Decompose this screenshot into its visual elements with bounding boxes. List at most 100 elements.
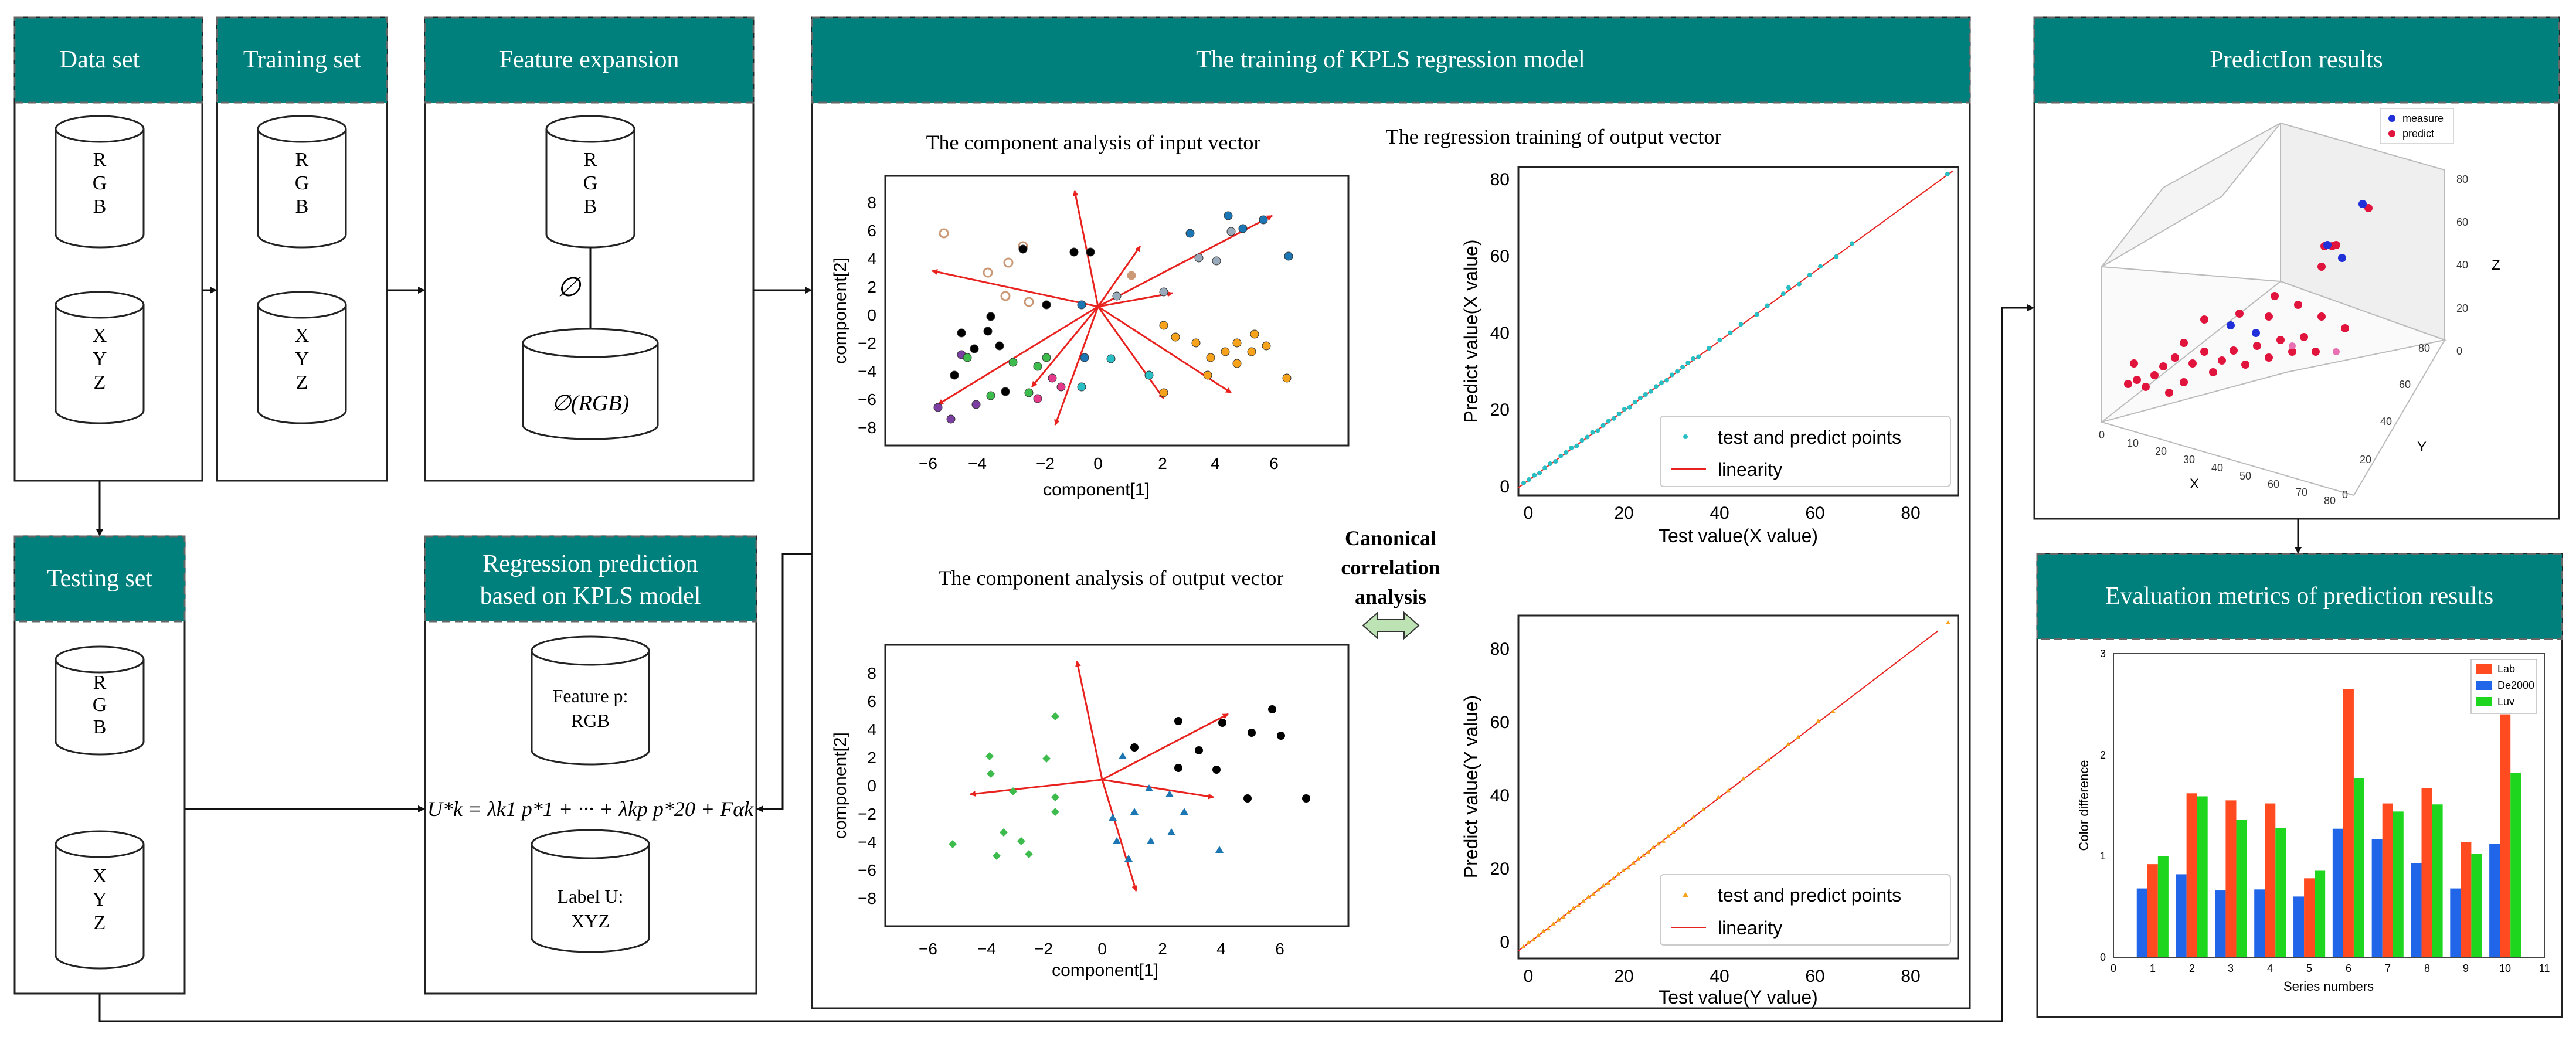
z-tick: 20 (2456, 302, 2468, 314)
scatter-point (1834, 254, 1839, 259)
legend-swatch (2476, 697, 2492, 706)
regression-x-xtick: 80 (1901, 504, 1920, 523)
bar-xtick: 5 (2306, 963, 2312, 974)
scatter-point (1651, 845, 1656, 849)
dataset-title: Data set (60, 46, 140, 73)
bar-luv (2393, 811, 2404, 957)
scatter-point (986, 391, 995, 400)
regression-y-ytick: 0 (1500, 933, 1510, 952)
feature-phi-cylinder: ∅(RGB) (522, 328, 659, 440)
scatter-point (2300, 333, 2308, 341)
scatter-point (1077, 300, 1086, 310)
scatter-point (1786, 285, 1791, 290)
scatter-point (2338, 254, 2346, 262)
pca-input-xticks: −6 −4 −2 0 2 4 6 (919, 454, 1279, 472)
scatter-point (1830, 709, 1836, 713)
prediction-3d-xlabel: X (2190, 476, 2199, 492)
scatter-point (1165, 790, 1174, 797)
loading-vector (1072, 190, 1099, 307)
pca-input-xtick: −2 (1036, 454, 1055, 472)
scatter-point (1643, 392, 1648, 397)
scatter-point (2289, 342, 2296, 349)
testing-rgb-b: B (93, 716, 107, 738)
loading-vector (1102, 778, 1214, 800)
feature-rgb-cylinder: R G B (545, 115, 635, 249)
regression-feature-cylinder: Feature p: RGB (531, 635, 650, 766)
scatter-point (2124, 380, 2132, 388)
scatter-point (1159, 287, 1168, 297)
regression-y-xtick: 60 (1805, 967, 1824, 986)
regression-y-xtick: 80 (1901, 967, 1920, 986)
scatter-point (1620, 868, 1626, 872)
legend-point-icon (1683, 434, 1688, 439)
regression-label-cylinder: Label U: XYZ (531, 829, 650, 953)
scatter-point (2209, 368, 2217, 376)
legend-label: Luv (2497, 696, 2514, 708)
scatter-point (1818, 264, 1823, 269)
testing-xyz-y: Y (93, 889, 107, 910)
scatter-point (1537, 470, 1542, 475)
pca-output-ylabel: component[2] (831, 732, 850, 839)
pca-output-xtick: 2 (1158, 940, 1167, 958)
scatter-point (1691, 814, 1696, 819)
prediction-3d-zlabel: Z (2492, 257, 2500, 273)
regression-x-plot: 0 20 40 60 80 0 20 40 60 80 Test value(X… (1460, 166, 1959, 546)
dataset-xyz-cylinder: X Y Z (55, 291, 145, 424)
scatter-point (1302, 794, 1310, 803)
bar-de2000 (2450, 888, 2461, 957)
scatter-point (1521, 944, 1526, 948)
scatter-point (1171, 332, 1180, 342)
scatter-point (950, 370, 959, 380)
scatter-point (1738, 322, 1744, 327)
pca-output-yticks: 8 6 4 2 0 −2 −4 −6 −8 (858, 664, 876, 907)
scatter-point (1707, 345, 1712, 351)
pca-input-ytick: −4 (858, 362, 876, 380)
scatter-point (1816, 719, 1821, 723)
scatter-point (1610, 875, 1616, 880)
scatter-point (1144, 370, 1154, 380)
scatter-point (1606, 880, 1611, 885)
training-rgb-b: B (295, 196, 309, 217)
scatter-point (1000, 291, 1011, 301)
x-tick: 10 (2127, 437, 2139, 449)
scatter-point (1106, 354, 1116, 363)
scatter-point (1681, 822, 1686, 827)
pca-output-ytick: 2 (867, 749, 876, 767)
scatter-point (2218, 356, 2226, 365)
scatter-point (1124, 855, 1133, 862)
scatter-point (1685, 361, 1691, 366)
testing-rgb-r: R (93, 672, 107, 693)
bar-xtick: 11 (2539, 963, 2550, 974)
cca-label: Canonical correlation analysis (1341, 526, 1440, 608)
scatter-point (1159, 388, 1168, 397)
regression-x-ytick: 40 (1490, 324, 1510, 343)
kpls-regress-title: The regression training of output vector (1386, 125, 1722, 148)
scatter-point (1109, 814, 1117, 821)
bar-lab (2304, 878, 2315, 957)
scatter-point (1571, 906, 1576, 910)
scatter-point (1632, 400, 1637, 405)
bar-lab (2186, 793, 2197, 957)
bar-lab (2500, 714, 2511, 957)
feature-rgb-g: G (583, 172, 598, 194)
scatter-point (1656, 841, 1661, 846)
scatter-point (2227, 321, 2235, 329)
scatter-point (1008, 358, 1018, 367)
scatter-point (1113, 837, 1121, 844)
loading-vector (1054, 306, 1099, 426)
legend-point-icon (1683, 892, 1688, 897)
scatter-point (1561, 914, 1566, 919)
bar-ytick: 0 (2100, 951, 2106, 963)
scatter-point (1574, 443, 1579, 448)
regression-label-value: XYZ (571, 910, 610, 931)
scatter-point (1232, 338, 1242, 348)
training-rgb-g: G (295, 172, 310, 194)
regression-y-legend: test and predict points linearity (1660, 874, 1951, 946)
scatter-point (1206, 353, 1215, 362)
regression-x-legend: test and predict points linearity (1660, 416, 1951, 487)
scatter-point (1212, 256, 1221, 266)
scatter-point (1765, 303, 1770, 308)
scatter-point (1596, 887, 1601, 892)
arrow-to-prediction (98, 304, 2034, 1022)
